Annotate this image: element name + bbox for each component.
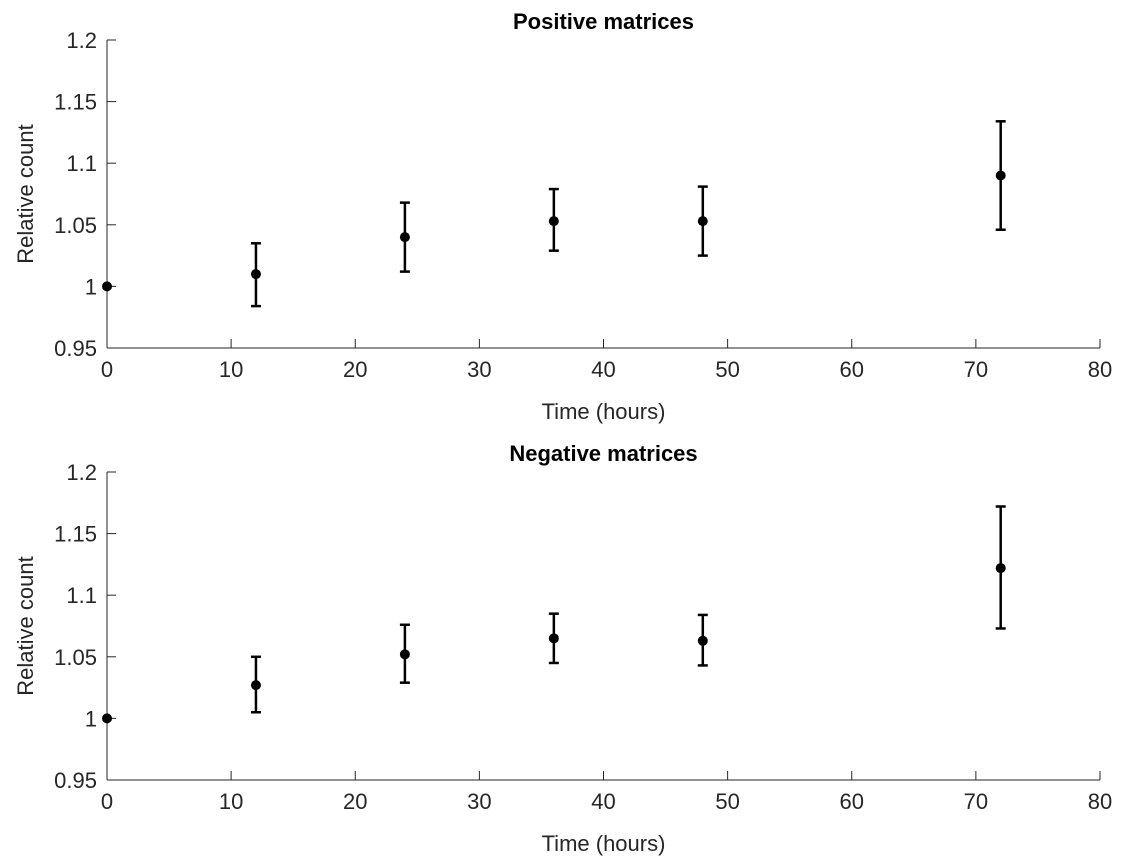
bottom-data-point bbox=[399, 649, 410, 660]
top-chart-title: Positive matrices bbox=[513, 9, 694, 34]
bottom-data-point bbox=[697, 635, 708, 646]
top-x-tick-label: 40 bbox=[591, 357, 615, 382]
top-x-tick-label: 60 bbox=[840, 357, 864, 382]
top-y-axis-label: Relative count bbox=[13, 124, 38, 263]
bottom-x-tick-label: 30 bbox=[467, 789, 491, 814]
bottom-data-point bbox=[995, 563, 1006, 574]
bottom-data-point bbox=[250, 680, 261, 691]
bottom-x-tick-label: 50 bbox=[715, 789, 739, 814]
bottom-y-tick-label: 0.95 bbox=[54, 768, 97, 793]
top-x-tick-label: 50 bbox=[715, 357, 739, 382]
bottom-x-tick-label: 80 bbox=[1088, 789, 1112, 814]
bottom-y-tick-label: 1.1 bbox=[66, 583, 97, 608]
top-x-tick-label: 20 bbox=[343, 357, 367, 382]
bottom-panel: 0 10 20 30 40 50 60 70 80 0.95 1 1.05 1.1 1.15 1.2 Nega… bbox=[13, 441, 1112, 856]
bottom-y-tick-label: 1 bbox=[85, 706, 97, 731]
top-data-point bbox=[102, 281, 112, 292]
top-y-tick-label: 1.2 bbox=[66, 28, 97, 53]
bottom-y-tick-label: 1.15 bbox=[54, 522, 97, 547]
top-y-tick-label: 1.05 bbox=[54, 213, 97, 238]
bottom-data-point bbox=[548, 633, 559, 644]
bottom-y-tick-label: 1.2 bbox=[66, 460, 97, 485]
top-x-tick-label: 30 bbox=[467, 357, 491, 382]
top-data-point bbox=[697, 216, 708, 227]
bottom-x-tick-label: 60 bbox=[840, 789, 864, 814]
top-y-tick-label: 1.15 bbox=[54, 90, 97, 115]
bottom-x-tick-label: 20 bbox=[343, 789, 367, 814]
top-x-axis-label: Time (hours) bbox=[542, 399, 666, 424]
bottom-x-tick-label: 10 bbox=[219, 789, 243, 814]
top-data-point bbox=[548, 216, 559, 227]
top-y-tick-label: 0.95 bbox=[54, 336, 97, 361]
top-x-tick-label: 80 bbox=[1088, 357, 1112, 382]
top-x-tick-label: 70 bbox=[964, 357, 988, 382]
bottom-chart-title: Negative matrices bbox=[509, 441, 697, 466]
top-data-point bbox=[250, 269, 261, 280]
top-panel: 0 10 20 30 40 50 60 70 80 0.95 1 1.05 1.1 1.15 1.2 Posi… bbox=[13, 9, 1112, 424]
top-x-tick-label: 10 bbox=[219, 357, 243, 382]
bottom-y-tick-label: 1.05 bbox=[54, 645, 97, 670]
bottom-x-tick-label: 70 bbox=[964, 789, 988, 814]
bottom-data-point bbox=[102, 713, 112, 724]
top-x-tick-label: 0 bbox=[101, 357, 113, 382]
top-y-tick-label: 1.1 bbox=[66, 151, 97, 176]
top-y-tick-label: 1 bbox=[85, 274, 97, 299]
bottom-y-axis-label: Relative count bbox=[13, 556, 38, 695]
top-data-point bbox=[995, 170, 1006, 181]
top-data-point bbox=[399, 232, 410, 243]
bottom-x-tick-label: 0 bbox=[101, 789, 113, 814]
bottom-x-axis-label: Time (hours) bbox=[542, 831, 666, 856]
bottom-x-tick-label: 40 bbox=[591, 789, 615, 814]
